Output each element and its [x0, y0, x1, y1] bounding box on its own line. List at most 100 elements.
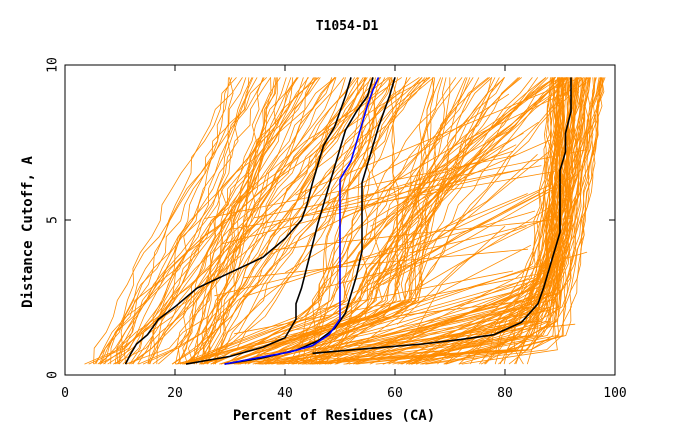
- bundle-curve: [410, 77, 603, 365]
- bundle-curve: [176, 77, 589, 365]
- bundle-curve: [315, 165, 542, 213]
- series-line-black-3: [312, 77, 572, 355]
- bundle-curve: [325, 77, 604, 365]
- bundle-curve: [389, 121, 539, 242]
- bundle-curve: [118, 77, 267, 365]
- bundle-curve: [158, 77, 337, 365]
- bundle-curve: [359, 298, 558, 341]
- bundle-curve: [325, 77, 468, 365]
- bundle-curve: [370, 139, 551, 227]
- bundle-curve: [201, 77, 345, 365]
- bundle-curve: [284, 144, 517, 273]
- y-tick-label: 5: [46, 216, 61, 224]
- bundle-curve: [319, 77, 444, 365]
- bundle-curve: [265, 77, 553, 365]
- bundle-curve: [234, 271, 549, 335]
- bundle-curve: [310, 77, 567, 365]
- x-tick-label: 100: [603, 386, 626, 401]
- bundle-curve: [410, 225, 506, 342]
- bundle-curve: [273, 217, 573, 251]
- bundle-curve: [416, 207, 569, 289]
- bundle-curve: [396, 206, 550, 325]
- bundle-curve: [253, 149, 587, 219]
- bundle-curve: [288, 300, 524, 331]
- bundle-curve: [94, 77, 247, 365]
- series-line-blue-4: [224, 77, 380, 365]
- bundle-curve: [401, 77, 602, 365]
- bundle-curve: [408, 281, 553, 341]
- x-tick-label: 0: [61, 386, 69, 401]
- y-tick-label: 10: [46, 57, 61, 73]
- bundle-curve: [177, 77, 298, 365]
- bundle-curve: [244, 77, 373, 365]
- bundle-curve: [365, 183, 554, 283]
- bundle-curve: [242, 193, 528, 298]
- bundle-curve: [99, 77, 430, 365]
- bundle-curve: [311, 93, 510, 211]
- bundle-curve: [131, 77, 298, 365]
- bundle-curve: [277, 77, 586, 365]
- bundle-curve: [382, 188, 555, 286]
- bundle-curve: [147, 77, 309, 365]
- y-tick-label: 0: [46, 371, 61, 379]
- bundle-curve: [182, 77, 250, 365]
- bundle-curve: [206, 77, 317, 365]
- bundle-curve: [228, 77, 505, 365]
- bundle-curve: [110, 77, 243, 365]
- bundle-curve: [229, 171, 555, 230]
- bundle-curve: [187, 77, 292, 365]
- bundle-curve: [295, 77, 581, 196]
- bundle-curve: [129, 77, 304, 365]
- y-axis-title: Distance Cutoff, A: [20, 156, 36, 308]
- bundle-curve: [458, 77, 602, 365]
- bundle-curve: [123, 77, 237, 365]
- bundle-curve: [210, 77, 568, 365]
- bundle-curve: [410, 154, 538, 249]
- bundle-curve: [260, 77, 581, 365]
- x-tick-label: 20: [167, 386, 183, 401]
- bundle-curve: [200, 77, 360, 365]
- bundle-curve: [287, 77, 557, 365]
- bundle-curve: [370, 175, 575, 293]
- bundle-curve: [310, 266, 534, 347]
- bundle-curve: [343, 77, 595, 365]
- bundle-curve: [247, 77, 383, 365]
- bundle-curve: [358, 82, 587, 203]
- series-line-black-0: [124, 77, 352, 365]
- series-line-black-2: [224, 77, 396, 365]
- bundle-curve: [226, 77, 533, 365]
- bundle-curve: [202, 77, 423, 365]
- bundle-curve: [262, 77, 595, 365]
- x-axis-title: Percent of Residues (CA): [233, 408, 435, 424]
- bundle-curve: [526, 77, 591, 365]
- x-tick-label: 60: [387, 386, 403, 401]
- bundle-curve: [282, 77, 435, 365]
- x-tick-label: 80: [497, 386, 513, 401]
- bundle-curve: [114, 77, 320, 365]
- bundle-curve: [261, 323, 576, 355]
- bundle-curve: [201, 77, 234, 365]
- orange-curve-bundle: [84, 77, 606, 365]
- bundle-curve: [138, 77, 359, 365]
- bundle-curve: [470, 77, 554, 365]
- bundle-curve: [179, 77, 491, 365]
- series-line-black-1: [185, 77, 374, 365]
- bundle-curve: [181, 77, 522, 365]
- bundle-curve: [100, 77, 272, 365]
- bundle-curve: [125, 77, 365, 365]
- bundle-curve: [137, 77, 233, 365]
- bundle-curve: [220, 168, 524, 245]
- bundle-curve: [409, 218, 553, 254]
- bundle-curve: [264, 77, 549, 365]
- x-tick-label: 40: [277, 386, 293, 401]
- bundle-curve: [276, 77, 578, 365]
- bundle-curve: [202, 77, 380, 365]
- bundle-curve: [187, 77, 367, 365]
- bundle-curve: [443, 77, 606, 365]
- bundle-curve: [99, 77, 258, 365]
- bundle-curve: [184, 77, 278, 365]
- series-layer: [124, 77, 572, 365]
- bundle-curve: [405, 77, 591, 365]
